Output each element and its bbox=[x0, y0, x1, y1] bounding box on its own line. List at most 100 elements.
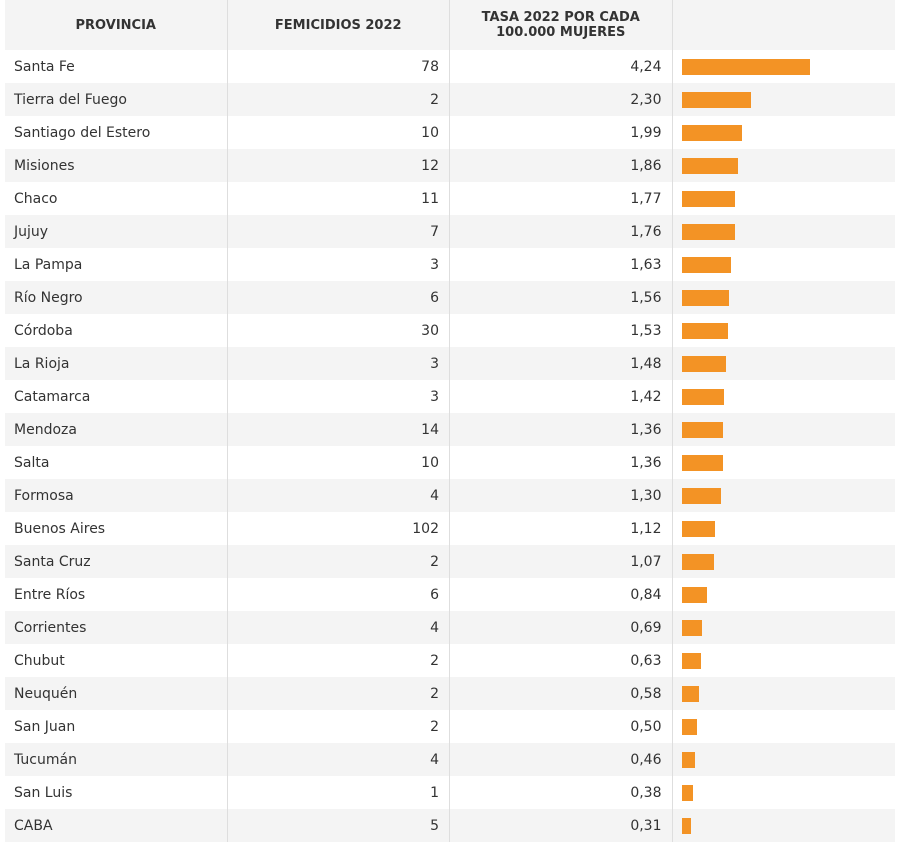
table-row: San Juan 2 0,50 bbox=[5, 710, 895, 743]
bar bbox=[681, 817, 691, 834]
table-row: Santiago del Estero 10 1,99 bbox=[5, 116, 895, 149]
province: San Juan bbox=[5, 710, 228, 743]
province: Neuquén bbox=[5, 677, 228, 710]
rate: 0,84 bbox=[450, 578, 673, 611]
bar bbox=[681, 289, 729, 306]
rate: 1,42 bbox=[450, 380, 673, 413]
femicide-count: 3 bbox=[228, 347, 450, 380]
header-cell: FEMICIDIOS 2022 bbox=[228, 0, 450, 50]
femicide-count: 2 bbox=[228, 677, 450, 710]
femicide-count: 14 bbox=[228, 413, 450, 446]
rate: 2,30 bbox=[450, 83, 673, 116]
bar bbox=[681, 553, 714, 570]
table-row: Santa Cruz 2 1,07 bbox=[5, 545, 895, 578]
header-text: TASA 2022 POR CADA 100.000 MUJERES bbox=[481, 10, 640, 40]
province: Santa Fe bbox=[5, 50, 228, 83]
bar bbox=[681, 487, 721, 504]
femicide-count: 4 bbox=[228, 743, 450, 776]
table-row: Córdoba 30 1,53 bbox=[5, 314, 895, 347]
femicide-count: 2 bbox=[228, 83, 450, 116]
table-row: Salta 10 1,36 bbox=[5, 446, 895, 479]
rate: 1,63 bbox=[450, 248, 673, 281]
bar bbox=[681, 685, 699, 702]
rate: 0,58 bbox=[450, 677, 673, 710]
bar-cell bbox=[673, 479, 896, 512]
bar bbox=[681, 355, 727, 372]
rate: 1,77 bbox=[450, 182, 673, 215]
rate: 1,36 bbox=[450, 413, 673, 446]
province: Río Negro bbox=[5, 281, 228, 314]
bar-cell bbox=[673, 314, 896, 347]
bar-cell bbox=[673, 215, 896, 248]
femicide-count: 3 bbox=[228, 380, 450, 413]
header-text: PROVINCIA bbox=[75, 17, 156, 33]
rate: 0,46 bbox=[450, 743, 673, 776]
bar bbox=[681, 190, 735, 207]
rate: 1,76 bbox=[450, 215, 673, 248]
province: CABA bbox=[5, 809, 228, 842]
province: Entre Ríos bbox=[5, 578, 228, 611]
bar-cell bbox=[673, 512, 896, 545]
rate: 1,36 bbox=[450, 446, 673, 479]
bar bbox=[681, 784, 693, 801]
bar-cell bbox=[673, 50, 896, 83]
bar-cell bbox=[673, 743, 896, 776]
rate: 1,99 bbox=[450, 116, 673, 149]
bar-cell bbox=[673, 248, 896, 281]
bar bbox=[681, 619, 703, 636]
femicide-count: 30 bbox=[228, 314, 450, 347]
bar-cell bbox=[673, 545, 896, 578]
province: Corrientes bbox=[5, 611, 228, 644]
femicide-count: 7 bbox=[228, 215, 450, 248]
table-row: Corrientes 4 0,69 bbox=[5, 611, 895, 644]
femicide-count: 102 bbox=[228, 512, 450, 545]
header-text: FEMICIDIOS 2022 bbox=[274, 17, 402, 33]
table-row: Misiones 12 1,86 bbox=[5, 149, 895, 182]
rate: 1,30 bbox=[450, 479, 673, 512]
province: San Luis bbox=[5, 776, 228, 809]
province: Jujuy bbox=[5, 215, 228, 248]
rate: 0,63 bbox=[450, 644, 673, 677]
rate: 1,53 bbox=[450, 314, 673, 347]
header-cell: PROVINCIA bbox=[5, 0, 228, 50]
table-row: La Rioja 3 1,48 bbox=[5, 347, 895, 380]
femicide-count: 6 bbox=[228, 578, 450, 611]
femicide-count: 78 bbox=[228, 50, 450, 83]
bar bbox=[681, 421, 723, 438]
province: Formosa bbox=[5, 479, 228, 512]
table-row: Santa Fe 78 4,24 bbox=[5, 50, 895, 83]
bar-cell bbox=[673, 578, 896, 611]
bar-cell bbox=[673, 644, 896, 677]
bar-cell bbox=[673, 149, 896, 182]
femicide-count: 4 bbox=[228, 479, 450, 512]
table-row: La Pampa 3 1,63 bbox=[5, 248, 895, 281]
table-row: Mendoza 14 1,36 bbox=[5, 413, 895, 446]
table-row: CABA 5 0,31 bbox=[5, 809, 895, 842]
province: La Pampa bbox=[5, 248, 228, 281]
bar-cell bbox=[673, 116, 896, 149]
bar bbox=[681, 751, 696, 768]
table-row: San Luis 1 0,38 bbox=[5, 776, 895, 809]
femicide-count: 10 bbox=[228, 116, 450, 149]
bar bbox=[681, 124, 742, 141]
rate: 0,38 bbox=[450, 776, 673, 809]
province: La Rioja bbox=[5, 347, 228, 380]
rate: 0,69 bbox=[450, 611, 673, 644]
bar bbox=[681, 91, 751, 108]
table-row: Chubut 2 0,63 bbox=[5, 644, 895, 677]
femicide-count: 3 bbox=[228, 248, 450, 281]
province: Mendoza bbox=[5, 413, 228, 446]
bar bbox=[681, 586, 707, 603]
province: Salta bbox=[5, 446, 228, 479]
bar-cell bbox=[673, 413, 896, 446]
femicide-count: 2 bbox=[228, 644, 450, 677]
province: Chubut bbox=[5, 644, 228, 677]
rate: 1,56 bbox=[450, 281, 673, 314]
bar-cell bbox=[673, 611, 896, 644]
header-cell: TASA 2022 POR CADA 100.000 MUJERES bbox=[450, 0, 673, 50]
bar-cell bbox=[673, 776, 896, 809]
province: Santa Cruz bbox=[5, 545, 228, 578]
table-row: Río Negro 6 1,56 bbox=[5, 281, 895, 314]
femicide-count: 4 bbox=[228, 611, 450, 644]
table-row: Entre Ríos 6 0,84 bbox=[5, 578, 895, 611]
